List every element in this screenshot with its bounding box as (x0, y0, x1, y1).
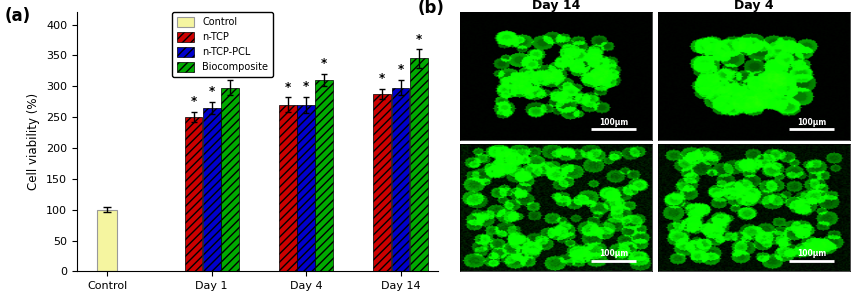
Text: *: * (208, 85, 215, 98)
Text: 100μm: 100μm (598, 118, 628, 127)
Bar (97, 210, 117, 271)
Text: *: * (379, 72, 385, 85)
Bar (279, 105, 296, 271)
Text: *: * (321, 57, 327, 70)
Bar (409, 59, 427, 271)
Title: Day 4: Day 4 (733, 0, 773, 12)
Text: *: * (284, 81, 291, 94)
Text: 100μm: 100μm (598, 249, 628, 258)
Text: (b): (b) (417, 0, 444, 17)
Bar (315, 80, 333, 271)
Y-axis label: Cell viability (%): Cell viability (%) (27, 93, 40, 190)
Text: *: * (303, 80, 309, 93)
Text: 100μm: 100μm (796, 118, 825, 127)
Bar (203, 108, 220, 271)
Text: *: * (227, 63, 233, 76)
Bar (373, 94, 391, 271)
Bar (221, 88, 239, 271)
Legend: Control, n-TCP, n-TCP-PCL, Biocomposite: Control, n-TCP, n-TCP-PCL, Biocomposite (171, 12, 273, 77)
Bar (297, 105, 315, 271)
Bar (184, 117, 202, 271)
Text: *: * (397, 63, 403, 76)
Text: *: * (415, 33, 421, 45)
Text: 100μm: 100μm (796, 249, 825, 258)
Title: Day 14: Day 14 (531, 0, 579, 12)
Text: (a): (a) (5, 7, 31, 25)
Text: *: * (190, 95, 196, 109)
Bar (392, 88, 409, 271)
